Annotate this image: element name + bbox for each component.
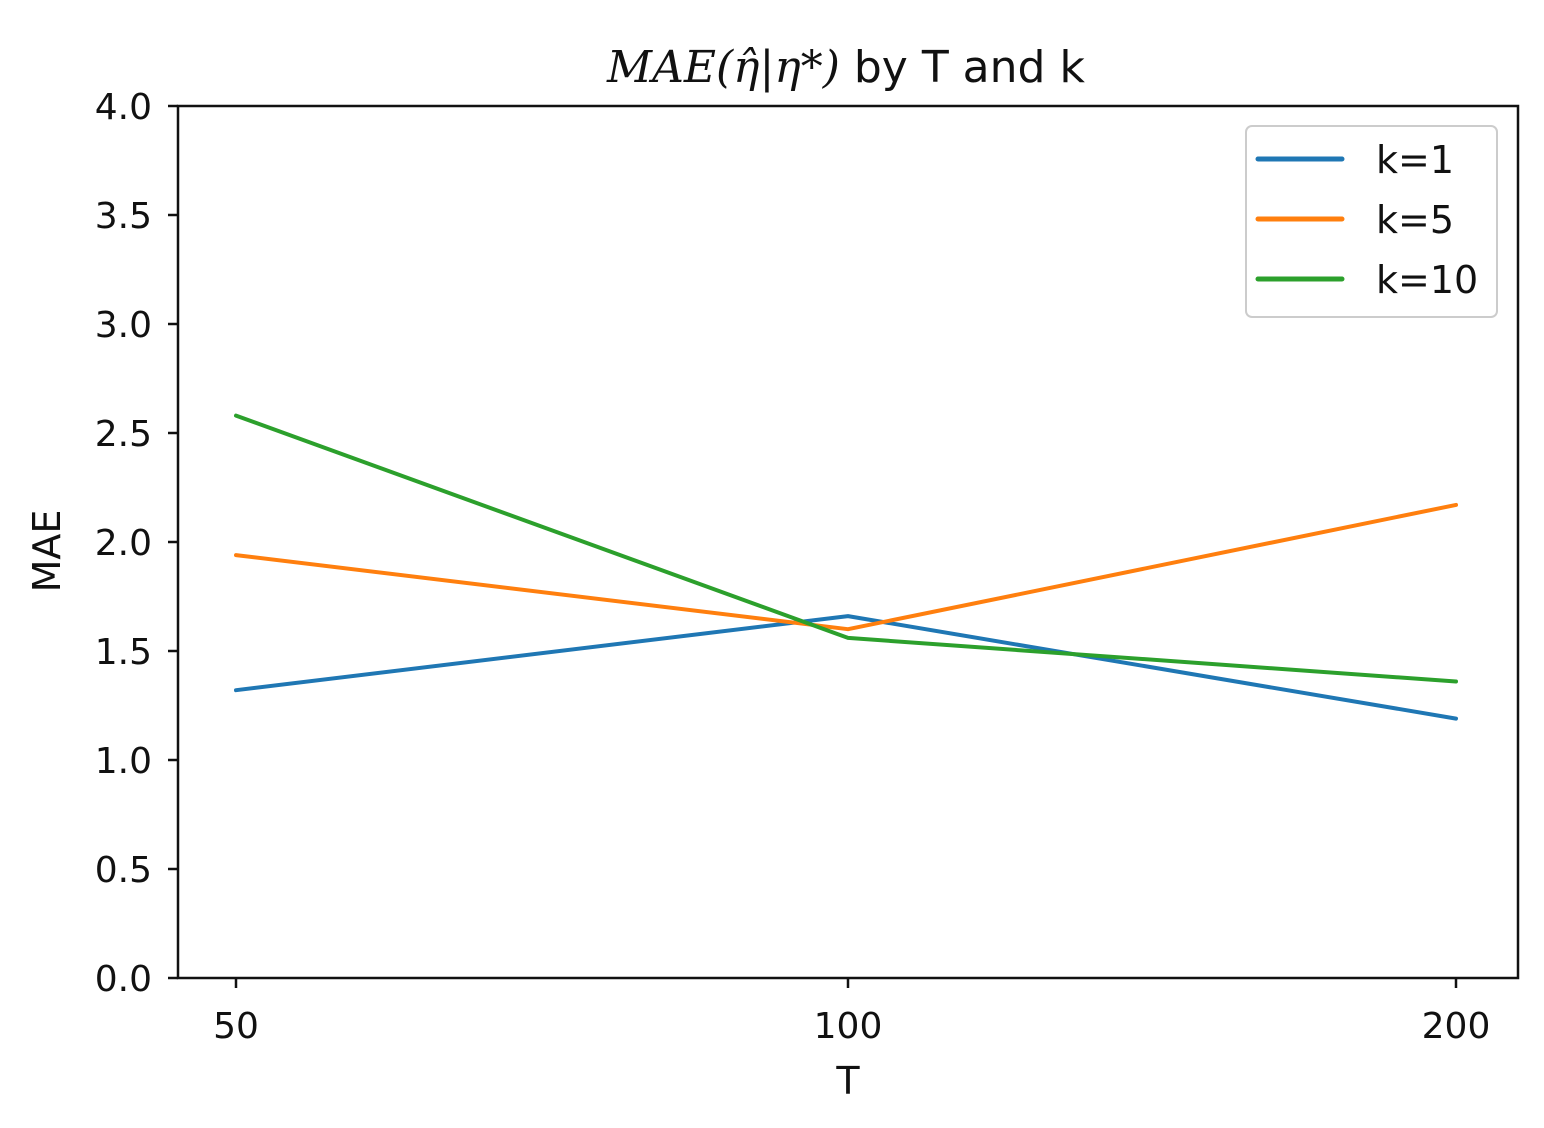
x-axis-label: T <box>835 1059 860 1103</box>
x-tick-label: 100 <box>814 1006 883 1047</box>
y-tick-label: 1.5 <box>95 632 152 673</box>
y-tick-label: 2.5 <box>95 414 152 455</box>
chart-title-math: MAE(η̂|η*) <box>606 42 840 93</box>
legend[interactable]: k=1 k=5 k=10 <box>1245 125 1498 318</box>
legend-label: k=10 <box>1376 258 1478 302</box>
y-axis-ticks: 0.0 0.5 1.0 1.5 2.0 2.5 3.0 3.5 4.0 <box>95 87 178 1000</box>
y-tick-label: 3.5 <box>95 196 152 237</box>
y-tick-label: 2.0 <box>95 523 152 564</box>
y-tick-label: 4.0 <box>95 87 152 128</box>
series-lines <box>234 413 1458 721</box>
y-tick-label: 3.0 <box>95 305 152 346</box>
legend-label: k=1 <box>1376 138 1454 182</box>
plot-area-frame <box>176 104 1520 980</box>
y-tick-label: 0.5 <box>95 850 152 891</box>
legend-box <box>1245 125 1498 318</box>
x-tick-label: 50 <box>213 1006 259 1047</box>
y-tick-label: 0.0 <box>95 959 152 1000</box>
y-axis-label: MAE <box>25 510 69 593</box>
legend-label: k=5 <box>1376 198 1454 242</box>
chart-title-rest: by T and k <box>840 42 1086 93</box>
chart-title: MAE(η̂|η*) by T and k <box>606 42 1085 93</box>
x-tick-label: 200 <box>1422 1006 1491 1047</box>
y-tick-label: 1.0 <box>95 741 152 782</box>
x-axis-ticks: 50 100 200 <box>213 978 1490 1047</box>
